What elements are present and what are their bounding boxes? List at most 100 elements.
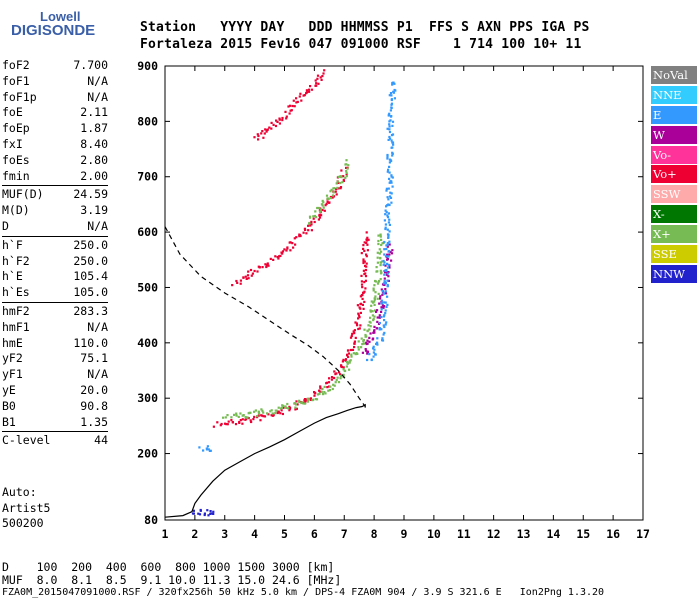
echo-point (303, 399, 306, 402)
echo-point (386, 279, 389, 282)
file-info: FZA0M_2015047091000.RSF / 320fx256h 50 k… (2, 587, 605, 598)
echo-point (390, 201, 393, 204)
parameter-row: h`Es 105.0 (2, 285, 108, 301)
parameter-row: foE 2.11 (2, 105, 108, 121)
x-tick-label: 13 (517, 527, 531, 541)
echo-point (349, 336, 353, 339)
echo-point (383, 277, 386, 280)
parameter-value: 1.87 (80, 121, 108, 136)
trace-third-hop (253, 69, 326, 141)
parameter-label: foF2 (2, 58, 30, 72)
echo-point (254, 409, 257, 412)
echo-point (384, 292, 388, 295)
echo-point (380, 302, 383, 305)
echo-point (390, 180, 393, 183)
echo-point (276, 120, 279, 123)
echo-point (344, 358, 348, 361)
echo-point (244, 275, 247, 278)
echo-point (387, 203, 390, 206)
echo-point (230, 416, 233, 419)
parameter-row: yF2 75.1 (2, 351, 108, 367)
echo-point (380, 306, 383, 309)
echo-point (357, 327, 360, 331)
x-tick-label: 2 (191, 527, 198, 541)
echo-point (239, 412, 242, 415)
echo-point (322, 201, 325, 204)
echo-point (288, 405, 291, 408)
echo-point (388, 161, 391, 164)
echo-point (386, 196, 389, 199)
parameter-row: fmin 2.00 (2, 169, 108, 185)
echo-point (353, 342, 356, 345)
echo-point (333, 370, 336, 373)
echo-point (342, 358, 345, 361)
echo-point (391, 141, 395, 144)
echo-point (372, 337, 375, 340)
echo-point (372, 319, 375, 322)
echo-point (360, 283, 364, 286)
parameter-label: B1 (2, 414, 16, 429)
x-tick-label: 8 (371, 527, 378, 541)
echo-point (386, 214, 389, 217)
echo-point (390, 146, 393, 149)
echo-point (339, 186, 343, 189)
parameter-row: yE 20.0 (2, 383, 108, 399)
logo-lowell: Lowell (40, 9, 81, 24)
parameter-value: 24.59 (73, 187, 108, 202)
echo-point (346, 349, 350, 352)
echo-point (388, 135, 391, 139)
echo-point (270, 409, 273, 412)
echo-point (337, 381, 341, 384)
echo-point (371, 310, 374, 313)
echo-point (345, 171, 348, 174)
trace-es (198, 445, 212, 452)
echo-point (375, 310, 378, 313)
echo-point (224, 422, 227, 425)
echo-point (384, 290, 387, 293)
echo-point (372, 347, 375, 350)
echo-point (310, 223, 313, 226)
echo-point (286, 247, 289, 250)
echo-point (294, 408, 297, 411)
echo-point (377, 242, 380, 246)
echo-point (207, 448, 210, 451)
echo-point (387, 279, 390, 282)
echo-point (227, 420, 230, 423)
echo-point (209, 510, 212, 513)
legend-item: SSE (651, 245, 697, 264)
echo-point (376, 337, 379, 340)
parameter-row: B0 90.8 (2, 399, 108, 415)
echo-point (388, 128, 391, 131)
echo-point (376, 316, 379, 319)
echo-point (380, 308, 383, 311)
parameter-label: hmF1 (2, 319, 30, 334)
echo-point (237, 415, 240, 418)
echo-point (326, 197, 329, 200)
legend-item: Vo- (651, 145, 697, 164)
echo-point (222, 416, 225, 419)
echo-point (365, 342, 368, 346)
echo-point (390, 98, 393, 102)
echo-point (366, 352, 369, 355)
echo-point (385, 305, 388, 308)
echo-point (298, 399, 301, 402)
echo-point (280, 409, 283, 412)
echo-point (359, 324, 362, 327)
echo-point (264, 128, 267, 131)
echo-point (219, 424, 222, 427)
echo-point (294, 403, 298, 406)
echo-point (278, 255, 281, 258)
echo-point (241, 418, 244, 421)
echo-point (324, 204, 327, 207)
echo-point (302, 231, 305, 234)
echo-point (235, 279, 238, 283)
echo-point (317, 206, 320, 210)
echo-point (372, 351, 375, 354)
legend-item: X+ (651, 225, 697, 244)
echo-point (391, 176, 394, 179)
echo-point (253, 136, 256, 139)
echo-point (386, 233, 390, 236)
echo-point (212, 510, 215, 513)
echo-point (388, 112, 391, 115)
echo-point (281, 404, 284, 407)
